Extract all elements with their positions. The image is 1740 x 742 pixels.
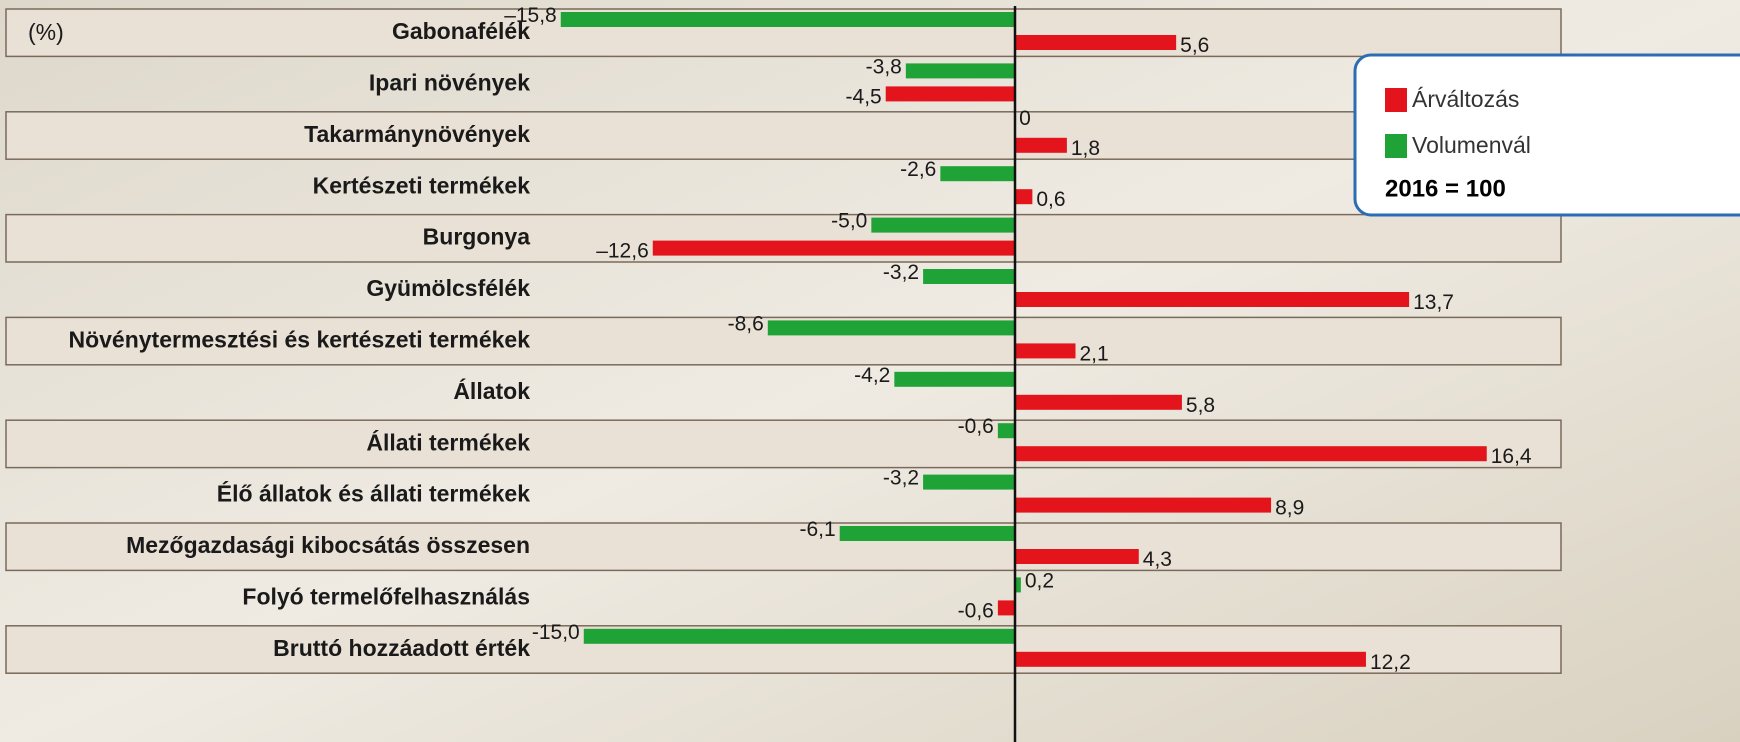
value-label: 0,2: [1025, 569, 1054, 592]
category-label: Állatok: [453, 377, 530, 404]
base-note: 2016 = 100: [1385, 175, 1506, 202]
bar: [998, 600, 1015, 615]
bar: [1015, 498, 1271, 513]
row-band: [6, 112, 1561, 159]
bar: [1015, 35, 1176, 50]
value-label: –12,6: [596, 240, 649, 263]
category-label: Burgonya: [423, 224, 531, 250]
bar: [1015, 292, 1409, 307]
value-label: -15,0: [532, 621, 580, 644]
unit-label: (%): [28, 19, 64, 45]
bar: [768, 320, 1015, 335]
value-label: 4,3: [1143, 548, 1172, 571]
legend-swatch: [1385, 88, 1407, 112]
bar: [923, 269, 1015, 284]
value-label: 12,2: [1370, 651, 1411, 674]
bar: [1015, 652, 1366, 667]
value-label: -0,6: [958, 599, 994, 622]
value-label: 0,6: [1036, 188, 1065, 211]
category-label: Bruttó hozzáadott érték: [273, 635, 530, 661]
bar: [653, 241, 1015, 256]
category-label: Kertészeti termékek: [313, 172, 531, 198]
value-label: 0: [1019, 107, 1031, 130]
value-label: -3,8: [866, 55, 902, 78]
category-label: Takarmánynövények: [304, 121, 530, 147]
bar: [561, 12, 1015, 27]
category-label: Állati termékek: [366, 428, 530, 455]
bar: [886, 86, 1015, 101]
bar: [1015, 189, 1032, 204]
bar: [906, 63, 1015, 78]
value-label: -8,6: [728, 312, 764, 335]
bar: [998, 423, 1015, 438]
value-label: -6,1: [800, 518, 836, 541]
category-label: Gyümölcsfélék: [366, 275, 530, 301]
value-label: 5,8: [1186, 394, 1215, 417]
bar: [894, 372, 1015, 387]
bar: [940, 166, 1015, 181]
legend-label: Volumenvál: [1412, 132, 1531, 158]
bar: [840, 526, 1015, 541]
value-label: 16,4: [1491, 445, 1532, 468]
category-label: Növénytermesztési és kertészeti termékek: [68, 326, 530, 352]
value-label: -4,2: [854, 364, 890, 387]
bar: [923, 475, 1015, 490]
value-label: -3,2: [883, 467, 919, 490]
category-label: Mezőgazdasági kibocsátás összesen: [126, 532, 530, 558]
value-label: –15,8: [504, 4, 557, 27]
value-label: 1,8: [1071, 137, 1100, 160]
value-label: -0,6: [958, 415, 994, 438]
bar: [584, 629, 1015, 644]
legend-swatch: [1385, 134, 1407, 158]
value-label: 5,6: [1180, 34, 1209, 57]
category-label: Élő állatok és állati termékek: [217, 480, 530, 507]
bar: [871, 218, 1015, 233]
bar: [1015, 446, 1487, 461]
value-label: 2,1: [1080, 342, 1109, 365]
value-label: 13,7: [1413, 291, 1454, 314]
value-label: -5,0: [831, 210, 867, 233]
category-label: Folyó termelőfelhasználás: [242, 583, 530, 609]
value-label: 8,9: [1275, 497, 1304, 520]
value-label: -4,5: [846, 85, 882, 108]
bar: [1015, 549, 1139, 564]
chart: (%) Gabonafélék–15,85,6Ipari növények-3,…: [0, 0, 1740, 742]
bar: [1015, 395, 1182, 410]
value-label: -3,2: [883, 261, 919, 284]
value-label: -2,6: [900, 158, 936, 181]
legend-label: Árváltozás: [1412, 86, 1519, 112]
bar: [1015, 138, 1067, 153]
category-label: Ipari növények: [369, 69, 530, 95]
bar: [1015, 343, 1075, 358]
